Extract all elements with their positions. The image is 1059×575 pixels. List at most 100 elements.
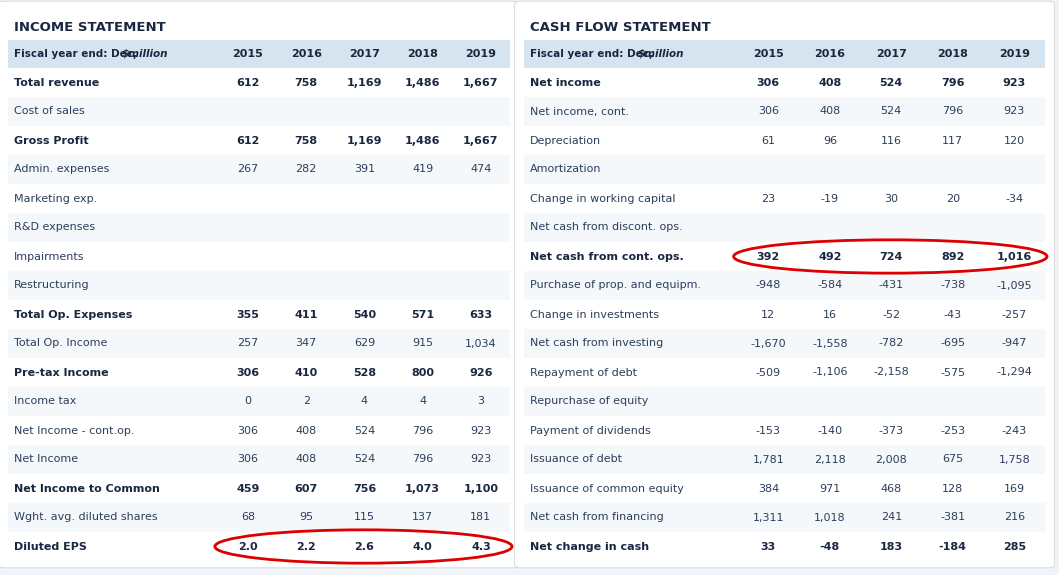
Text: 1,758: 1,758: [999, 454, 1030, 465]
Text: 607: 607: [294, 484, 318, 493]
Text: 796: 796: [943, 106, 964, 117]
Text: Wght. avg. diluted shares: Wght. avg. diluted shares: [14, 512, 158, 523]
Text: 758: 758: [294, 78, 318, 87]
Text: 4: 4: [419, 397, 426, 407]
Text: Net Income - cont.op.: Net Income - cont.op.: [14, 426, 134, 435]
Text: Net income: Net income: [530, 78, 600, 87]
Text: 1,311: 1,311: [753, 512, 784, 523]
Text: 923: 923: [470, 454, 491, 465]
Text: -1,095: -1,095: [997, 281, 1033, 290]
Text: 528: 528: [353, 367, 376, 378]
Text: 347: 347: [295, 339, 317, 348]
Text: -1,558: -1,558: [812, 339, 847, 348]
Text: 117: 117: [943, 136, 964, 145]
Text: 384: 384: [758, 484, 779, 493]
Text: 2018: 2018: [937, 49, 968, 59]
Text: Income tax: Income tax: [14, 397, 76, 407]
Text: -575: -575: [940, 367, 966, 378]
Text: Net income, cont.: Net income, cont.: [530, 106, 629, 117]
Text: Change in investments: Change in investments: [530, 309, 659, 320]
Text: 629: 629: [354, 339, 375, 348]
Text: -153: -153: [756, 426, 780, 435]
Text: $million: $million: [122, 49, 168, 59]
FancyBboxPatch shape: [515, 1, 1055, 568]
Text: 61: 61: [761, 136, 775, 145]
Text: 971: 971: [820, 484, 841, 493]
Text: -695: -695: [940, 339, 966, 348]
Text: -1,106: -1,106: [812, 367, 847, 378]
Text: 169: 169: [1004, 484, 1025, 493]
Text: -257: -257: [1002, 309, 1027, 320]
Text: Issuance of common equity: Issuance of common equity: [530, 484, 684, 493]
Text: Net cash from financing: Net cash from financing: [530, 512, 664, 523]
Bar: [524, 503, 1045, 532]
Text: Repurchase of equity: Repurchase of equity: [530, 397, 648, 407]
Text: 756: 756: [353, 484, 376, 493]
Text: -2,158: -2,158: [874, 367, 910, 378]
Text: 2016: 2016: [814, 49, 845, 59]
Text: 1,016: 1,016: [997, 251, 1031, 262]
Text: -947: -947: [1002, 339, 1027, 348]
Text: 2,118: 2,118: [814, 454, 846, 465]
Bar: [524, 387, 1045, 416]
Text: 116: 116: [881, 136, 902, 145]
Text: 800: 800: [411, 367, 434, 378]
Text: Fiscal year end: Dec,: Fiscal year end: Dec,: [530, 49, 657, 59]
Text: -509: -509: [756, 367, 780, 378]
Text: 923: 923: [1004, 106, 1025, 117]
Text: Gross Profit: Gross Profit: [14, 136, 89, 145]
Text: 758: 758: [294, 136, 318, 145]
Text: 892: 892: [941, 251, 965, 262]
Bar: [8, 445, 510, 474]
Text: 2018: 2018: [408, 49, 438, 59]
Bar: [8, 155, 510, 184]
Text: 128: 128: [943, 484, 964, 493]
Text: 241: 241: [881, 512, 902, 523]
Text: 408: 408: [820, 106, 841, 117]
Text: 1,486: 1,486: [405, 136, 441, 145]
Text: 120: 120: [1004, 136, 1025, 145]
Text: -140: -140: [818, 426, 842, 435]
Text: 524: 524: [881, 106, 902, 117]
Bar: [524, 445, 1045, 474]
Text: Issuance of debt: Issuance of debt: [530, 454, 622, 465]
Text: Net Income: Net Income: [14, 454, 78, 465]
Text: Diluted EPS: Diluted EPS: [14, 542, 87, 551]
Text: 3: 3: [478, 397, 484, 407]
Bar: [8, 271, 510, 300]
Text: 524: 524: [354, 426, 375, 435]
Text: 571: 571: [411, 309, 434, 320]
Text: 216: 216: [1004, 512, 1025, 523]
Text: Total Op. Income: Total Op. Income: [14, 339, 107, 348]
Text: 306: 306: [758, 106, 778, 117]
Text: 612: 612: [236, 78, 259, 87]
Text: 524: 524: [880, 78, 903, 87]
Text: Pre-tax Income: Pre-tax Income: [14, 367, 109, 378]
Text: 267: 267: [237, 164, 258, 174]
Text: 796: 796: [412, 454, 433, 465]
Text: 1,034: 1,034: [465, 339, 497, 348]
Text: 410: 410: [294, 367, 318, 378]
Text: 306: 306: [237, 454, 258, 465]
Text: 1,100: 1,100: [464, 484, 499, 493]
Text: 540: 540: [353, 309, 376, 320]
Text: 796: 796: [941, 78, 965, 87]
Text: Net cash from discont. ops.: Net cash from discont. ops.: [530, 223, 683, 232]
Text: 306: 306: [237, 426, 258, 435]
Text: 257: 257: [237, 339, 258, 348]
Text: -19: -19: [821, 194, 839, 204]
Text: Marketing exp.: Marketing exp.: [14, 194, 97, 204]
Text: 724: 724: [880, 251, 903, 262]
Text: $million: $million: [638, 49, 684, 59]
Text: -738: -738: [940, 281, 966, 290]
Bar: [524, 329, 1045, 358]
Text: 1,667: 1,667: [463, 78, 499, 87]
Text: 285: 285: [1003, 542, 1026, 551]
Text: -48: -48: [820, 542, 840, 551]
Text: -1,294: -1,294: [997, 367, 1033, 378]
Bar: [8, 387, 510, 416]
Text: -243: -243: [1002, 426, 1027, 435]
Text: -184: -184: [938, 542, 967, 551]
Text: 524: 524: [354, 454, 375, 465]
Text: 1,781: 1,781: [753, 454, 785, 465]
